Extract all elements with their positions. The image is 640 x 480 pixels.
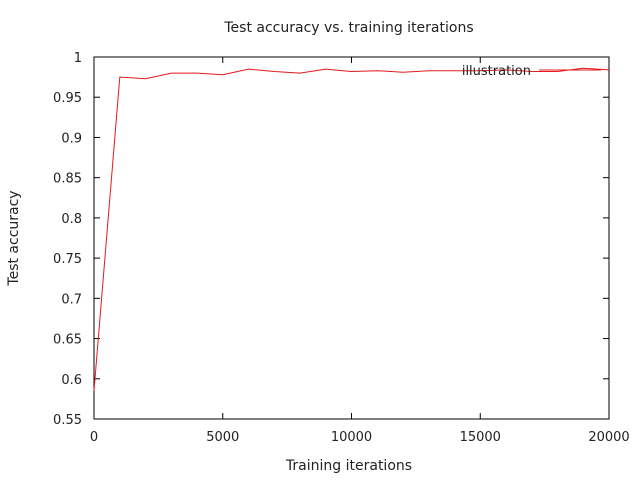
series-layer	[93, 67, 610, 391]
axis-ticks	[93, 56, 610, 420]
y-tick-label: 0.55	[53, 413, 82, 428]
legend-entry-label: illustration	[462, 64, 531, 79]
chart-title: Test accuracy vs. training iterations	[223, 20, 473, 36]
x-tick-label: 20000	[588, 430, 629, 445]
y-tick-label: 1	[74, 51, 82, 66]
y-tick-label: 0.75	[53, 252, 82, 267]
legend: illustration	[462, 64, 601, 79]
x-axis-label: Training iterations	[285, 458, 412, 474]
y-tick-label: 0.65	[53, 333, 82, 348]
x-tick-label: 15000	[460, 430, 501, 445]
y-tick-label: 0.7	[61, 292, 82, 307]
series-line	[93, 67, 610, 391]
y-tick-label: 0.8	[61, 212, 82, 227]
y-tick-label: 0.9	[61, 131, 82, 146]
x-tick-label: 10000	[331, 430, 372, 445]
y-tick-label: 0.95	[53, 91, 82, 106]
y-tick-label: 0.6	[61, 373, 82, 388]
y-tick-label: 0.85	[53, 172, 82, 187]
x-tick-label: 5000	[206, 430, 239, 445]
x-tick-label: 0	[90, 430, 98, 445]
axis-tick-labels: 0 5000 10000 15000 20000 0.55 0.6 0.65 0.7 0.75 0.…	[53, 51, 630, 445]
plot-area-frame	[93, 56, 610, 420]
y-axis-label: Test accuracy	[6, 190, 22, 286]
